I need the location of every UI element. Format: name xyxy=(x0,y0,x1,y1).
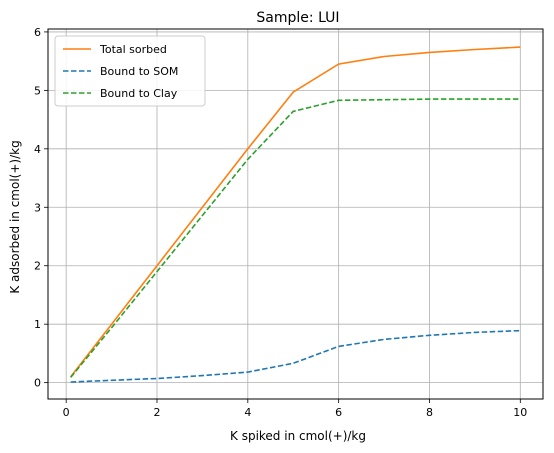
y-tick-label: 3 xyxy=(34,201,41,214)
y-axis-label: K adsorbed in cmol(+)/kg xyxy=(8,140,22,293)
y-tick-label: 0 xyxy=(34,377,41,390)
x-tick-label: 4 xyxy=(244,406,251,419)
legend: Total sorbed Bound to SOM Bound to Clay xyxy=(55,36,205,106)
x-axis-label: K spiked in cmol(+)/kg xyxy=(230,429,366,443)
y-tick-label: 2 xyxy=(34,260,41,273)
legend-label-bound-to-clay: Bound to Clay xyxy=(100,87,178,100)
series-line-bound-to-clay xyxy=(71,99,521,377)
x-tick-label: 2 xyxy=(153,406,160,419)
x-tick-label: 8 xyxy=(426,406,433,419)
y-tick-label: 5 xyxy=(34,84,41,97)
chart-title: Sample: LUI xyxy=(256,10,339,26)
x-tick-label: 0 xyxy=(63,406,70,419)
legend-label-total-sorbed: Total sorbed xyxy=(99,43,167,56)
series-line-bound-to-som xyxy=(71,331,521,382)
x-tick-label: 10 xyxy=(513,406,527,419)
x-tick-label: 6 xyxy=(335,406,342,419)
y-tick-label: 4 xyxy=(34,143,41,156)
y-tick-label: 6 xyxy=(34,26,41,39)
legend-label-bound-to-som: Bound to SOM xyxy=(100,65,178,78)
y-tick-label: 1 xyxy=(34,318,41,331)
